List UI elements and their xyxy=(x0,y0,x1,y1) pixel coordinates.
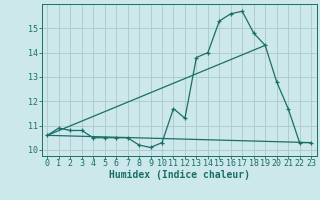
X-axis label: Humidex (Indice chaleur): Humidex (Indice chaleur) xyxy=(109,170,250,180)
